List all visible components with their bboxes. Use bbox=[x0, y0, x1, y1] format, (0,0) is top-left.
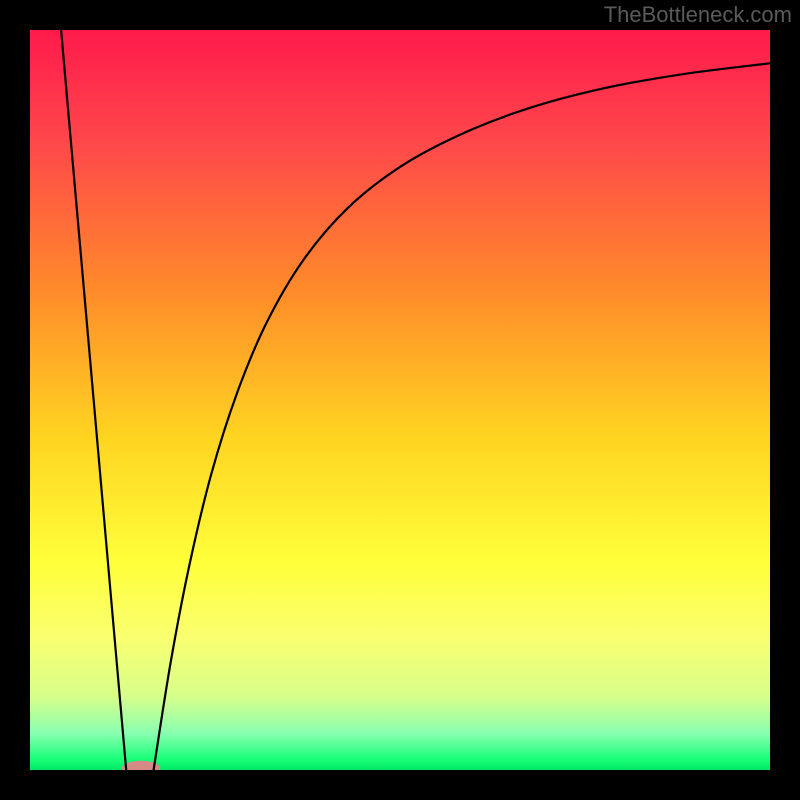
bottleneck-chart bbox=[0, 0, 800, 800]
watermark-text: TheBottleneck.com bbox=[604, 2, 792, 28]
chart-root: TheBottleneck.com bbox=[0, 0, 800, 800]
chart-gradient-background bbox=[30, 30, 770, 770]
